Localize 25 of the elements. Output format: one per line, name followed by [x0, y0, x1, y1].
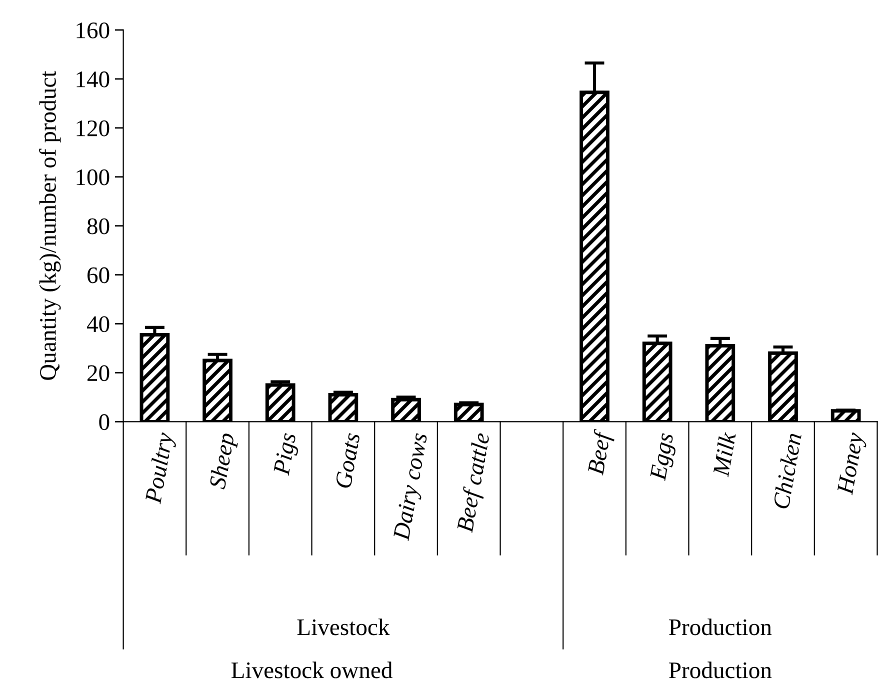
- text: Livestock: [297, 618, 390, 636]
- y-tick-label: 20: [88, 365, 110, 382]
- x-tick-label: Poultry: [144, 431, 178, 506]
- x-tick-label: Dairy cows: [392, 432, 432, 542]
- x-tick-label: Pigs: [273, 432, 301, 477]
- x-tick-label: Chicken: [772, 432, 802, 510]
- y-tick-label: 80: [87, 218, 110, 234]
- y-tick-label: 60: [88, 267, 110, 284]
- x-tick-label: Milk: [712, 431, 736, 478]
- x-tick-label: Eggs: [650, 432, 678, 482]
- x-tick-label: Sheep: [208, 432, 240, 490]
- text: Production: [669, 618, 772, 636]
- y-tick-label: 40: [86, 316, 110, 332]
- y-tick-label: 120: [76, 120, 110, 136]
- y-tick-label: 100: [76, 169, 110, 186]
- x-tick-label: Goats: [335, 432, 360, 489]
- y-tick-label: 140: [76, 71, 110, 88]
- text: Production: [669, 662, 772, 678]
- x-tick-label: Beef: [586, 428, 616, 476]
- y-axis-title: Quantity (kg)/number of product: [39, 70, 61, 380]
- text: Livestock owned: [231, 662, 392, 678]
- y-tick-label: 160: [76, 22, 110, 38]
- x-tick-label: Beef cattle: [456, 432, 494, 534]
- x-tick-label: Honey: [837, 432, 868, 496]
- y-tick-label: 0: [99, 414, 110, 430]
